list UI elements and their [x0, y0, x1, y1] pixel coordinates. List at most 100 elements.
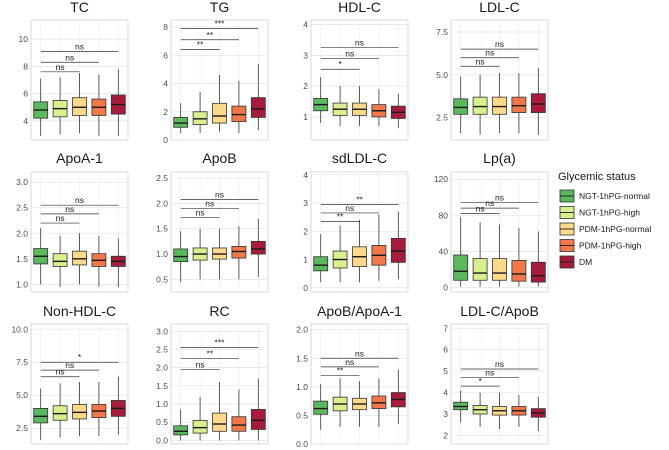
box-dm [390, 237, 406, 263]
y-tick-label: 3.0 [156, 326, 168, 336]
y-tick-label: 2.0 [296, 325, 308, 335]
significance-label: ** [356, 194, 363, 204]
y-tick-label: 2.5 [16, 203, 28, 213]
y-tick-label: 4 [23, 116, 28, 126]
box-ngt-1hpg-high [472, 258, 488, 281]
y-tick-label: 0 [443, 282, 448, 292]
y-tick-label: 3 [303, 50, 308, 60]
box-pdm-1hpg-normal [212, 412, 227, 432]
significance-label: ns [75, 41, 84, 51]
y-tick-label: 5 [443, 366, 448, 376]
legend: Glycemic status NGT-1hPG-normalNGT-1hPG-… [558, 171, 651, 269]
y-tick-label: 0.5 [296, 410, 308, 420]
significance-label: ** [206, 349, 213, 359]
panel-title: TG [210, 0, 229, 15]
y-tick-label: 1 [303, 112, 308, 122]
significance-label: ns [196, 208, 205, 218]
y-tick-label: 4 [303, 20, 308, 30]
legend-item-ngt-1hpg-high: NGT-1hPG-high [559, 206, 640, 219]
y-tick-label: 0.5 [156, 417, 168, 427]
significance-label: ns [355, 348, 364, 358]
significance-label: ** [337, 211, 344, 221]
y-tick-label: 0 [163, 135, 168, 145]
box-pdm-1hpg-normal [212, 102, 227, 124]
panel-sdldl-c: 0 1 2 3 4 **ns** sdLDL-C [303, 150, 409, 293]
y-tick-label: 1 [303, 255, 308, 265]
panel-title: RC [209, 303, 229, 319]
y-tick-label: 2.5 [436, 113, 448, 123]
y-tick-label: 1.5 [16, 254, 28, 264]
y-tick-label: 1.0 [16, 279, 28, 289]
box-ngt-1hpg-normal [173, 425, 189, 436]
significance-label: ns [485, 48, 494, 58]
y-tick-label: 2 [303, 81, 308, 91]
significance-label: ns [476, 204, 485, 214]
y-tick-label: 1.5 [296, 353, 308, 363]
significance-label: ns [56, 62, 65, 72]
box-ngt-1hpg-high [52, 253, 68, 267]
box-pdm-1hpg-high [231, 246, 247, 259]
significance-label: ns [196, 359, 205, 369]
legend-title: Glycemic status [558, 171, 636, 183]
y-tick-label: 3 [443, 409, 448, 419]
y-tick-label: 0.0 [296, 439, 308, 449]
y-tick-label: 1.5 [156, 381, 168, 391]
panel-title: Lp(a) [483, 150, 516, 166]
panel-title: sdLDL-C [332, 150, 387, 166]
y-tick-label: 1.0 [156, 249, 168, 259]
legend-label: DM [579, 257, 592, 267]
y-tick-label: 2 [303, 226, 308, 236]
panel-title: HDL-C [338, 0, 381, 15]
chart-panels: 46810nsnsnsTC02468*******TG1234*nsnsHDL-… [11, 0, 549, 449]
significance-label: ns [75, 195, 84, 205]
box-pdm-1hpg-high [511, 260, 527, 282]
panel-title: LDL-C/ApoB [460, 303, 539, 319]
y-tick-label: 3.0 [16, 177, 28, 187]
y-tick-label: 2 [443, 430, 448, 440]
significance-label: ns [495, 39, 504, 49]
box-pdm-1hpg-high [511, 96, 527, 113]
panel-title: Non-HDL-C [43, 303, 116, 319]
legend-item-pdm-1hpg-normal: PDM-1hPG-normal [559, 222, 651, 236]
significance-label: ns [495, 193, 504, 203]
y-tick-label: 8 [23, 61, 28, 71]
y-tick-label: 2.5 [156, 344, 168, 354]
significance-label: ns [345, 48, 354, 58]
panel-rc: 0.00.51.01.52.02.53.0ns*****RC [156, 303, 269, 445]
box-pdm-1hpg-high [231, 105, 247, 123]
y-tick-label: 2.5 [156, 173, 168, 183]
box-ngt-1hpg-high [192, 419, 208, 434]
y-tick-label: 5.0 [16, 390, 28, 400]
significance-label: ns [56, 367, 65, 377]
y-tick-label: 6 [163, 50, 168, 60]
significance-label: *** [215, 18, 226, 28]
significance-label: ns [65, 204, 74, 214]
significance-label: ns [476, 56, 485, 66]
significance-label: ns [345, 357, 354, 367]
significance-label: * [78, 352, 82, 362]
y-tick-label: 7.5 [436, 27, 448, 37]
panel-title: ApoB/ApoA-1 [317, 303, 402, 319]
box-dm [250, 97, 266, 118]
y-tick-label: 120 [434, 174, 448, 184]
box-ngt-1hpg-normal [453, 98, 469, 115]
significance-label: ns [355, 38, 364, 48]
y-tick-label: 2 [163, 107, 168, 117]
panel-title: TC [70, 0, 89, 15]
y-tick-label: 2.0 [16, 228, 28, 238]
box-dm [530, 93, 546, 113]
y-tick-label: 80 [439, 210, 449, 220]
box-ngt-1hpg-high [472, 96, 488, 115]
legend-label: PDM-1hPG-normal [579, 224, 651, 234]
box-pdm-1hpg-normal [72, 250, 87, 266]
y-tick-label: 1.0 [156, 399, 168, 409]
y-tick-label: 0 [303, 283, 308, 293]
significance-label: *** [215, 338, 226, 348]
legend-item-dm: DM [559, 255, 592, 269]
